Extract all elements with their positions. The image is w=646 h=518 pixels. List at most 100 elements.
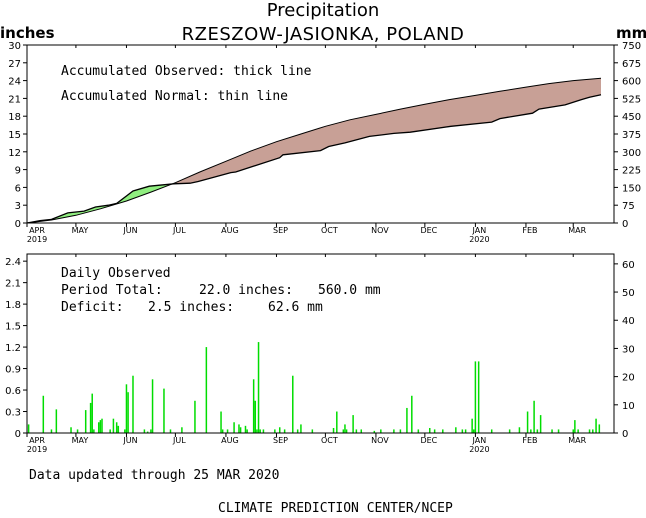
right-tick-label: 300 [622,148,641,159]
left-tick-label: 2.1 [5,279,21,290]
daily-bars [27,342,601,433]
daily-bar [360,429,363,433]
daily-bar [27,424,30,433]
month-label: JUN [122,226,137,235]
daily-bar [474,361,477,433]
daily-bar [399,429,402,433]
daily-bar [373,430,376,433]
surplus-area-0 [27,184,172,223]
left-tick-label: 1.5 [5,322,21,333]
daily-bar [101,418,103,433]
period-total-inches: 22.0 inches: [199,283,293,298]
daily-bar [417,429,420,433]
daily-bar [109,429,111,433]
year-label: 2019 [27,235,47,244]
deficit-label: Deficit: [61,300,124,315]
normal-line [26,77,602,224]
month-label: OCT [321,436,338,445]
month-label: FEB [522,436,537,445]
right-tick-label: 0 [622,219,628,230]
daily-bar [252,379,255,433]
deficit-mm: 62.6 mm [268,300,323,315]
daily-bar [221,429,224,433]
daily-bar [143,429,146,433]
left-tick-label: 0 [15,429,21,440]
month-label: APR [29,226,45,235]
daily-bar [127,392,129,433]
left-tick-label: 2.4 [5,257,21,268]
daily-bar [477,361,480,433]
daily-bar [533,400,535,433]
daily-bar [380,429,382,433]
daily-bar [411,395,413,433]
month-label: MAR [568,436,586,445]
right-tick-label: 50 [622,288,635,299]
daily-bar [592,429,594,433]
left-tick-label: 9 [15,166,21,177]
month-label: JUL [172,436,186,445]
year-label: 2019 [27,445,47,454]
daily-bar [406,407,408,433]
daily-bar [574,420,576,433]
daily-bar [464,429,467,433]
daily-bar [355,429,358,433]
left-tick-label: 15 [8,130,21,141]
daily-bar [244,425,247,433]
legend-normal: Accumulated Normal: thin line [61,89,288,104]
daily-bar [455,427,457,433]
daily-bar [473,429,475,433]
daily-bar [151,379,154,433]
daily-bar [70,427,72,433]
daily-bar [518,427,521,433]
daily-bar [429,427,431,433]
left-tick-label: 1.8 [5,300,21,311]
month-label: DEC [420,436,437,445]
left-tick-label: 18 [8,112,21,123]
daily-bar [257,342,260,433]
right-tick-label: 375 [622,130,641,141]
daily-bar [342,429,345,433]
right-tick-label: 150 [622,183,641,194]
daily-bar [393,429,395,433]
daily-bar [50,429,53,433]
year-label: 2020 [469,235,489,244]
period-total-mm: 560.0 mm [318,283,381,298]
year-label: 2020 [469,445,489,454]
daily-bar [226,429,229,433]
right-tick-label: 30 [622,344,635,355]
daily-bar [76,429,79,433]
right-unit-label: mm [616,24,646,42]
month-label: JUL [172,226,186,235]
right-tick-label: 675 [622,59,641,70]
left-tick-label: 0.3 [5,408,21,419]
left-tick-label: 30 [8,41,21,52]
daily-bar [490,429,493,433]
month-label: MAY [72,226,89,235]
left-unit-label: inches [0,24,55,42]
chart-title: Precipitation [267,0,380,21]
daily-bar [115,422,118,433]
daily-bar [577,429,579,433]
daily-bar [238,424,240,433]
daily-bar [194,400,196,433]
daily-frame [26,253,615,434]
daily-bar [344,424,346,433]
month-label: MAR [568,226,586,235]
accumulated-axes: 0369121518212427300751502253003754505256… [8,41,641,244]
accumulated-panel: 0369121518212427300751502253003754505256… [8,41,641,244]
daily-bar [254,400,257,433]
month-label: NOV [371,436,389,445]
right-tick-label: 450 [622,112,641,123]
daily-bar [84,410,87,433]
daily-bar [332,427,335,433]
month-label: OCT [321,226,338,235]
daily-bar [163,388,165,433]
daily-panel: 0 0.3 0.6 0.9 1.2 1.5 1.8 2.1 2.4 0 10 20 30 40 50 60 AP… [5,253,635,454]
right-tick-label: 750 [622,41,641,52]
daily-bar [259,429,261,433]
daily-bar [296,429,299,433]
daily-bar [181,427,183,433]
daily-bar [300,424,302,433]
daily-bar [530,429,532,433]
observed-line [26,94,602,224]
